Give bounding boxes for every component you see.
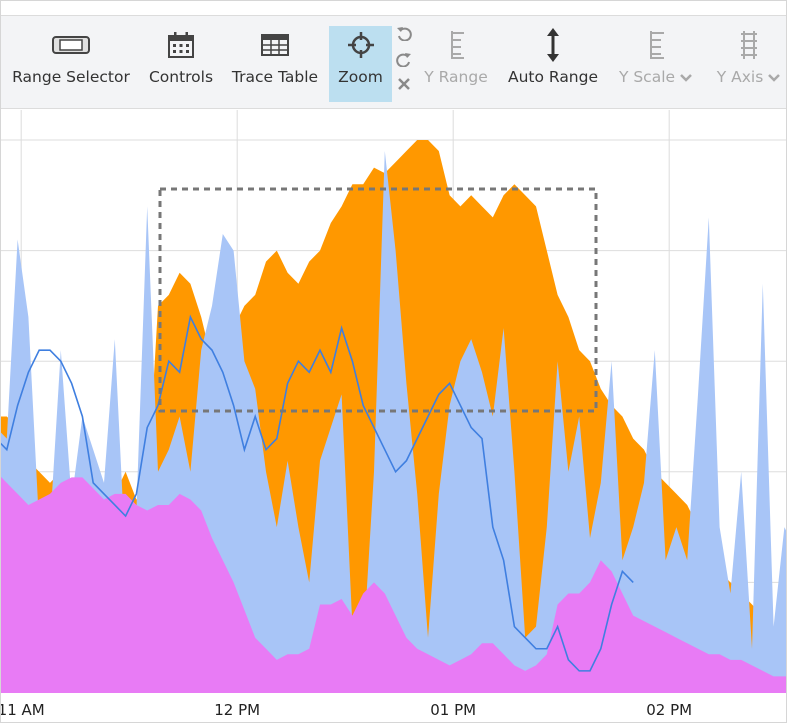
range-selector-button[interactable]: Range Selector [11, 26, 131, 102]
x-tick-label: 12 PM [214, 701, 261, 719]
zoom-label: Zoom [338, 68, 383, 86]
y-scale-button[interactable]: Y Scale [615, 26, 697, 102]
chevron-down-icon [767, 69, 781, 87]
x-tick-label: 01 PM [430, 701, 477, 719]
auto-range-button[interactable]: Auto Range [505, 26, 601, 102]
undo-zoom-button[interactable] [395, 26, 413, 44]
clear-zoom-button[interactable] [395, 76, 413, 94]
series-areas [1, 140, 787, 693]
y-axis-label: Y Axis [716, 68, 764, 86]
x-tick-label: 02 PM [646, 701, 693, 719]
range-selector-icon [51, 28, 91, 62]
modebar: Range Selector Controls [1, 15, 786, 109]
series-lines [1, 314, 634, 672]
controls-button[interactable]: Controls [145, 26, 217, 102]
y-range-button[interactable]: Y Range [421, 26, 491, 102]
controls-label: Controls [148, 68, 214, 86]
zoom-button[interactable]: Zoom [329, 26, 392, 102]
crosshair-icon [341, 28, 381, 62]
trace-table-button[interactable]: Trace Table [229, 26, 321, 102]
redo-zoom-button[interactable] [395, 52, 413, 70]
trace-table-label: Trace Table [231, 68, 319, 86]
y-axis-button[interactable]: Y Axis [709, 26, 786, 102]
redo-icon [396, 51, 412, 71]
undo-icon [396, 25, 412, 45]
auto-range-label: Auto Range [507, 68, 599, 86]
plot-area[interactable] [1, 110, 787, 693]
range-selector-label: Range Selector [12, 68, 130, 86]
zoom-selection-box[interactable] [158, 187, 598, 413]
x-axis: 11 AM 12 PM 01 PM 02 PM [0, 693, 786, 722]
vertical-arrows-icon [533, 28, 573, 62]
magenta-area-series[interactable] [1, 472, 787, 693]
y-range-label: Y Range [424, 68, 488, 86]
close-icon [397, 76, 411, 95]
blue-line-series[interactable] [1, 314, 634, 672]
calendar-icon [161, 28, 201, 62]
y-range-icon [436, 28, 476, 62]
y-scale-label: Y Scale [618, 68, 676, 86]
table-icon [255, 28, 295, 62]
chevron-down-icon [679, 69, 693, 87]
y-scale-icon [636, 28, 676, 62]
x-tick-label: 11 AM [0, 701, 45, 719]
y-axis-icon [729, 28, 769, 62]
